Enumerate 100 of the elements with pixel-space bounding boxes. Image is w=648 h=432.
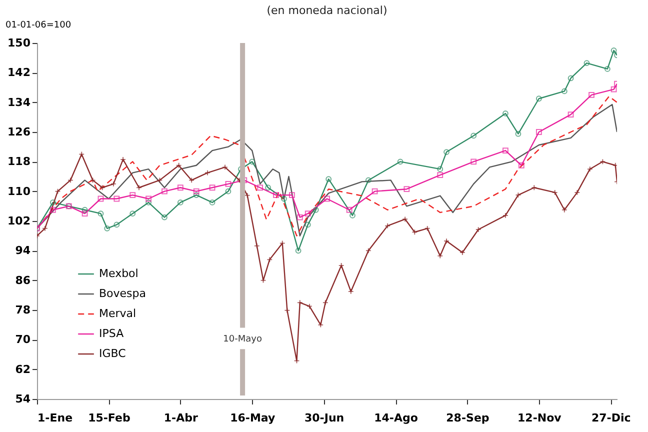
point [348, 288, 354, 294]
point [222, 164, 228, 170]
y-tick-label: 94 [15, 244, 31, 258]
point [162, 188, 168, 194]
x-tick-label: 30-Jun [304, 412, 344, 424]
point [304, 222, 311, 228]
point [515, 192, 522, 198]
point [98, 210, 104, 217]
legend-label: IGBC [99, 347, 126, 360]
x-tick-label: 14-Ago [374, 412, 418, 424]
point [402, 216, 408, 222]
y-tick-label: 142 [8, 66, 30, 80]
x-tick-label: 12-Nov [518, 412, 562, 424]
point [312, 206, 319, 213]
point [130, 210, 136, 217]
point [146, 196, 152, 202]
point [279, 240, 286, 246]
point [346, 206, 352, 213]
point [612, 162, 617, 168]
point [475, 226, 482, 232]
point [114, 222, 120, 228]
point [193, 188, 200, 194]
point [204, 170, 210, 176]
point [265, 184, 271, 191]
point [254, 242, 260, 249]
point [284, 307, 290, 314]
x-tick-label: 1-Ene [38, 412, 73, 424]
point [502, 110, 508, 116]
point [104, 225, 110, 232]
y-tick-label: 102 [8, 214, 30, 228]
point [281, 196, 287, 202]
point [225, 188, 232, 194]
y-tick-label: 86 [15, 274, 31, 287]
legend-label: IPSA [99, 327, 124, 340]
y-tick-label: 134 [8, 96, 31, 109]
point [536, 129, 542, 135]
point [162, 214, 168, 220]
y-axis-title: 01-01-06=100 [6, 20, 72, 30]
point [78, 151, 85, 158]
point [225, 180, 232, 187]
point [146, 200, 152, 206]
point [306, 303, 312, 310]
point [304, 210, 311, 217]
point [82, 210, 88, 217]
point [324, 196, 330, 202]
point [209, 200, 216, 206]
legend-label: Bovespa [99, 287, 146, 300]
y-tick-label: 110 [8, 184, 31, 198]
point [365, 177, 372, 184]
ref-line-label: 10-Mayo [223, 334, 262, 344]
point [437, 172, 444, 178]
point [273, 192, 279, 198]
point [98, 196, 104, 202]
x-tick-label: 27-Dic [591, 412, 631, 424]
point [136, 184, 142, 191]
point [338, 262, 344, 268]
point [536, 96, 542, 102]
point [50, 200, 56, 206]
point [350, 212, 356, 218]
point [90, 177, 96, 184]
point [518, 162, 524, 168]
point [588, 92, 594, 98]
point [502, 148, 508, 154]
x-tick-label: 28-Sep [446, 412, 490, 424]
point [288, 192, 295, 198]
y-tick-label: 70 [15, 333, 31, 346]
y-tick-label: 150 [8, 36, 31, 50]
point [130, 192, 136, 198]
point [209, 184, 216, 191]
point [584, 60, 590, 66]
point [561, 206, 568, 213]
point [372, 188, 378, 194]
legend-label: Mexbol [99, 267, 138, 280]
point [365, 248, 372, 254]
point [318, 322, 324, 328]
point [326, 176, 332, 182]
point [561, 88, 568, 94]
point [54, 188, 61, 194]
point [50, 206, 56, 213]
y-tick-label: 78 [15, 304, 30, 316]
point [156, 177, 163, 184]
y-tick-label: 62 [15, 362, 30, 376]
point [444, 238, 450, 244]
point [176, 162, 182, 168]
point [610, 47, 617, 54]
point [404, 186, 410, 192]
point [296, 214, 303, 220]
point [444, 149, 450, 155]
point [257, 184, 264, 191]
point [295, 248, 302, 254]
point [437, 252, 444, 259]
point [568, 75, 574, 82]
point [568, 112, 574, 118]
x-tick-label: 16-May [230, 412, 276, 424]
point [412, 229, 418, 236]
x-tick-label: 15-Feb [88, 412, 130, 424]
point [531, 184, 538, 191]
legend-label: Merval [99, 307, 136, 320]
point [384, 222, 390, 229]
point [177, 184, 184, 191]
